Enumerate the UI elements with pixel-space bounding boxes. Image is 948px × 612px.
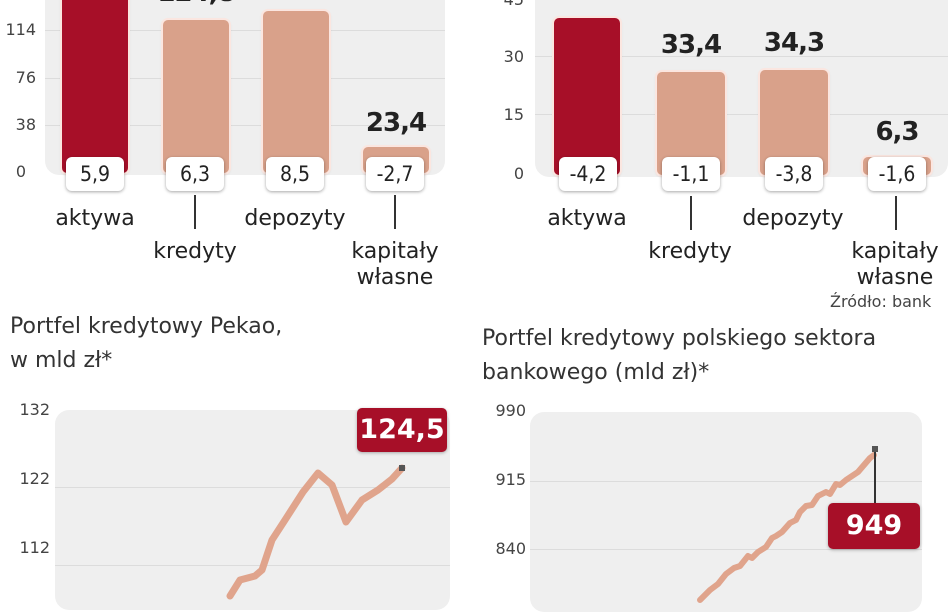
y-tick: 15 (503, 105, 524, 124)
value-label-kapitaly: 23,4 (365, 108, 427, 138)
y-tick: 114 (5, 20, 36, 39)
chart-title: Portfel kredytowy Pekao, (10, 314, 283, 339)
source-note: Źródło: bank (830, 292, 932, 311)
y-tick: 840 (495, 539, 526, 558)
bar-kredyty (163, 20, 229, 173)
pekao-line (226, 464, 406, 600)
category-kapitaly: kapitały (851, 239, 939, 264)
change-badge: -2,7 (366, 157, 424, 191)
end-value-label: 124,5 (357, 408, 447, 452)
bar-aktywa (554, 18, 620, 175)
y-tick: 122 (19, 469, 50, 488)
gridline (45, 125, 445, 126)
category-kredyty: kredyty (648, 239, 732, 264)
y-tick: 132 (19, 400, 50, 419)
category-wlasne: własne (356, 265, 434, 290)
gridline (55, 565, 450, 566)
y-tick: 45 (484, 0, 524, 9)
category-aktywa: aktywa (547, 206, 627, 231)
gridline (530, 481, 922, 482)
y-tick: 38 (15, 115, 36, 134)
gridline (55, 487, 450, 488)
category-wlasne: własne (856, 265, 934, 290)
label-stem (895, 196, 897, 230)
change-badge: -4,2 (559, 157, 617, 191)
category-kapitaly: kapitały (351, 239, 439, 264)
change-badge: 5,9 (66, 157, 124, 191)
chart-title: bankowego (mld zł)* (482, 360, 710, 385)
gridline (535, 114, 948, 115)
gridline (45, 78, 445, 79)
y-tick: 0 (15, 162, 26, 181)
y-tick: 990 (495, 401, 526, 420)
gridline (535, 56, 948, 57)
y-tick: 0 (513, 164, 524, 183)
category-depozyty: depozyty (244, 206, 346, 231)
bar-aktywa (62, 0, 128, 173)
change-badge: -1,1 (662, 157, 720, 191)
label-stem (194, 195, 196, 229)
change-badge: -3,8 (765, 157, 823, 191)
change-badge: -1,6 (868, 157, 926, 191)
bar-depozyty (263, 11, 329, 173)
value-label-kredyty: 33,4 (660, 30, 722, 60)
y-tick: 112 (19, 538, 50, 557)
change-badge: 6,3 (166, 157, 224, 191)
y-tick: 30 (503, 47, 524, 66)
sector-line (697, 446, 878, 603)
category-aktywa: aktywa (55, 206, 135, 231)
category-depozyty: depozyty (742, 206, 844, 231)
change-badge: 8,5 (266, 157, 324, 191)
chart-title: Portfel kredytowy polskiego sektora (482, 326, 877, 351)
value-label-kapitaly: 6,3 (875, 117, 919, 147)
value-label-depozyty: 34,3 (763, 28, 825, 58)
end-value-label: 949 (828, 503, 920, 549)
gridline (45, 30, 445, 31)
chart-title: w mld zł* (10, 348, 113, 373)
gridline (530, 549, 922, 550)
category-kredyty: kredyty (153, 239, 237, 264)
y-tick: 76 (15, 68, 36, 87)
label-stem (690, 196, 692, 230)
value-label-kredyty: 124,8 (151, 0, 241, 8)
y-tick: 915 (495, 470, 526, 489)
label-stem (394, 195, 396, 229)
